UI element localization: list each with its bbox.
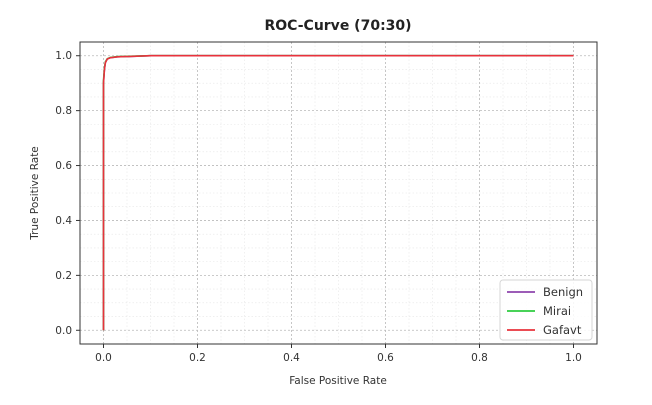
x-tick-label: 0.8: [471, 352, 488, 364]
grid-layer: [79, 41, 598, 345]
x-tick-label: 1.0: [565, 352, 582, 364]
tick-layer: 0.0 0.2 0.4 0.6 0.8 1.0 0.0 0.2 0.4 0.6 0.8 1.0: [55, 50, 582, 364]
y-tick-label: 0.2: [55, 270, 72, 282]
y-tick-label: 0.8: [55, 105, 72, 117]
plot-frame: [79, 41, 598, 345]
legend-items: Benign Mirai Gafavt: [507, 285, 583, 337]
series-line-gafavt: [102, 54, 574, 331]
legend-box: [499, 279, 593, 341]
x-tick-label: 0.0: [95, 352, 112, 364]
y-tick-label: 0.0: [55, 325, 72, 337]
y-tick-label: 0.6: [55, 160, 72, 172]
y-tick-label: 0.4: [55, 215, 72, 227]
legend-label-benign: Benign: [543, 285, 583, 299]
x-axis-label: False Positive Rate: [289, 375, 387, 387]
y-tick-label: 1.0: [55, 50, 72, 62]
legend-label-mirai: Mirai: [543, 304, 571, 318]
x-tick-label: 0.4: [283, 352, 300, 364]
x-tick-label: 0.2: [189, 352, 206, 364]
chart-title: ROC-Curve (70:30): [264, 18, 411, 34]
x-tick-label: 0.6: [377, 352, 394, 364]
y-axis-label: True Positive Rate: [29, 146, 41, 241]
legend: Benign Mirai Gafavt: [499, 279, 593, 341]
legend-label-gafavt: Gafavt: [543, 323, 582, 337]
series-layer: [102, 54, 574, 331]
